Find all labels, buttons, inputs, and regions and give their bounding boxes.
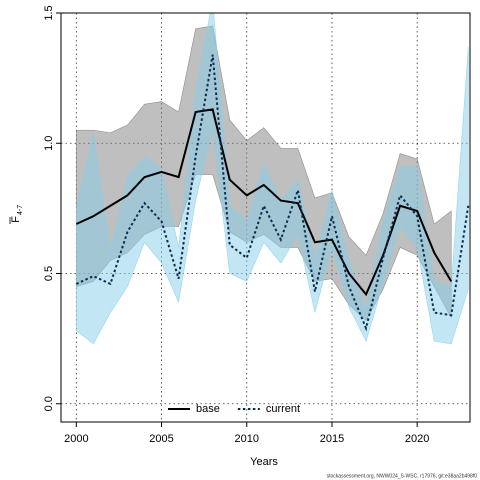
x-tick-label: 2020 [405, 433, 429, 445]
series-line [75, 54, 470, 332]
y-tick-label-group: 1.5 [43, 5, 55, 20]
y-tick-label: 0.0 [43, 396, 55, 411]
x-tick-label: 2015 [320, 433, 344, 445]
y-tick-label-group: 0.5 [43, 266, 55, 281]
x-tick-label: 2000 [64, 433, 88, 445]
y-tick-label-group: 1.0 [43, 136, 55, 151]
series-line [75, 108, 453, 297]
x-tick-label: 2005 [149, 433, 173, 445]
x-tick-label: 2010 [235, 433, 259, 445]
y-tick-label: 0.5 [43, 266, 55, 281]
y-tick-label: 1.5 [43, 5, 55, 20]
plot-frame [60, 12, 471, 423]
legend-label: current [266, 403, 300, 415]
legend-label: base [196, 403, 220, 415]
x-axis-title: Years [250, 456, 278, 468]
y-axis-title-subscript: 4-7 [17, 205, 24, 215]
y-tick-label-group: 0.0 [43, 396, 55, 411]
plot-area [75, 13, 470, 345]
y-axis-title-group: F 4-7 [9, 205, 24, 224]
y-axis-title: F [10, 216, 22, 223]
y-tick-label: 1.0 [43, 136, 55, 151]
footer: stockassessment.org, NWW024_S-WSC, r1797… [327, 473, 478, 479]
